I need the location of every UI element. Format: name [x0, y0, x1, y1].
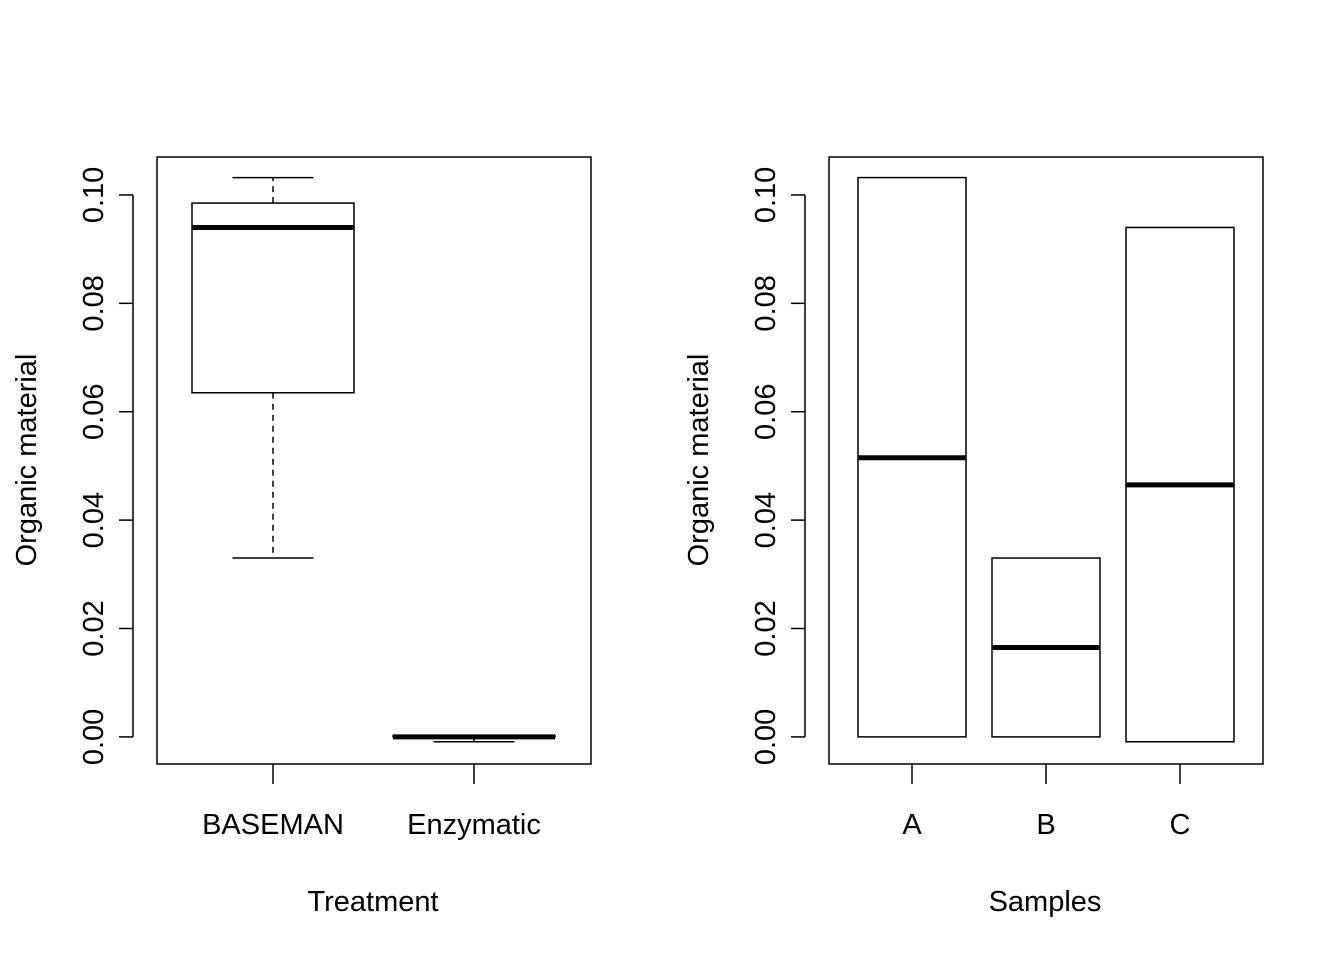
chart-panel-samples: 0.00 0.02 0.04 0.06 0.08 0.10 A B C Samples Org… — [683, 156, 1264, 918]
y-tick-label: 0.04 — [750, 492, 782, 548]
y-tick-label: 0.02 — [750, 600, 782, 656]
x-tick-label: C — [1170, 809, 1191, 841]
y-tick-label: 0.00 — [78, 709, 110, 765]
x-tick-label: BASEMAN — [202, 809, 344, 841]
x-axis: BASEMAN Enzymatic — [202, 764, 541, 841]
y-tick-label: 0.08 — [78, 275, 110, 331]
y-tick-label: 0.08 — [750, 275, 782, 331]
chart-panel-treatment: 0.00 0.02 0.04 0.06 0.08 0.10 BASEMAN Enzymati… — [11, 156, 592, 918]
x-axis-title: Samples — [989, 886, 1102, 918]
box-enzymatic — [392, 734, 556, 743]
box-c — [1125, 226, 1235, 743]
y-tick-label: 0.06 — [78, 383, 110, 439]
y-tick-label: 0.02 — [78, 600, 110, 656]
x-tick-label: A — [902, 809, 922, 841]
box-b — [991, 557, 1101, 738]
y-axis-title: Organic material — [11, 354, 43, 567]
box-a — [857, 176, 967, 738]
plot-frame — [156, 156, 592, 765]
x-tick-label: B — [1036, 809, 1055, 841]
x-axis: A B C — [902, 764, 1190, 841]
y-tick-label: 0.10 — [78, 167, 110, 223]
y-tick-label: 0.10 — [750, 167, 782, 223]
box-baseman — [191, 176, 355, 559]
x-axis-title: Treatment — [307, 886, 438, 918]
boxplot-marks — [857, 176, 1235, 743]
y-tick-label: 0.04 — [78, 492, 110, 548]
x-tick-label: Enzymatic — [407, 809, 541, 841]
box-body — [191, 202, 355, 394]
y-axis-title: Organic material — [683, 354, 715, 567]
y-axis: 0.00 0.02 0.04 0.06 0.08 0.10 — [78, 167, 134, 765]
y-tick-label: 0.00 — [750, 709, 782, 765]
y-axis: 0.00 0.02 0.04 0.06 0.08 0.10 — [750, 167, 806, 765]
boxplot-marks — [191, 176, 556, 743]
y-tick-label: 0.06 — [750, 383, 782, 439]
